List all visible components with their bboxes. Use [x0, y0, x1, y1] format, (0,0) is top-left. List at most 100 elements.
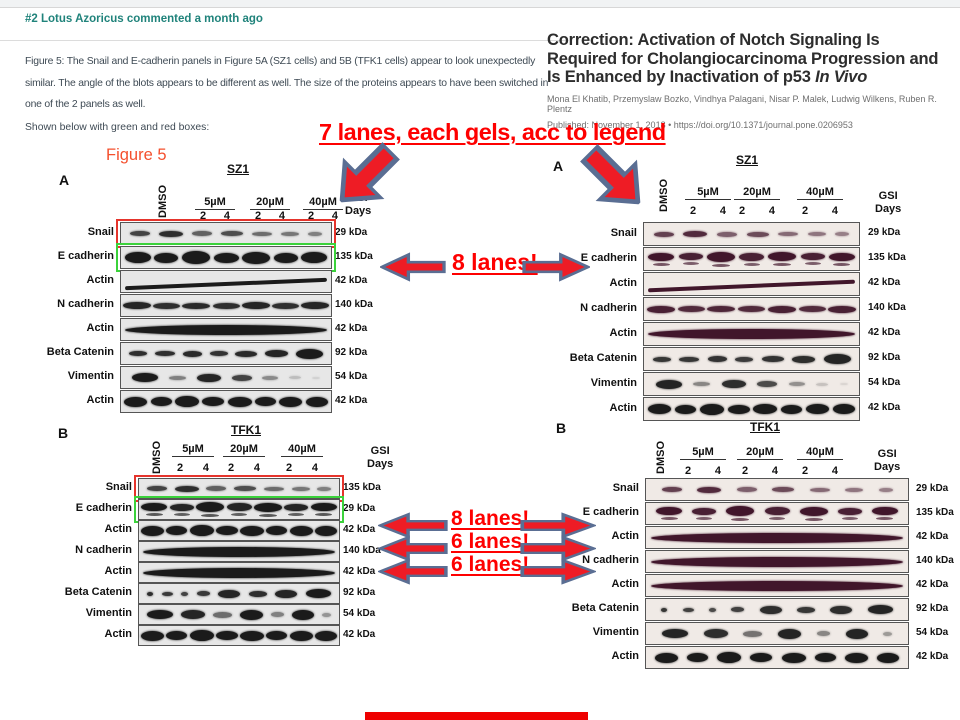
blot-lane: [273, 252, 298, 263]
protein-label: Snail: [610, 226, 637, 239]
doi-link[interactable]: https://doi.org/10.1371/journal.pone.020…: [673, 119, 853, 130]
protein-label: Actin: [609, 276, 638, 289]
blot-band: [646, 305, 675, 313]
blot-subband: [833, 262, 851, 266]
day-label: 4: [331, 210, 338, 222]
blot-lane: [706, 251, 735, 267]
blot-band: [679, 356, 699, 362]
blot-band: [231, 374, 252, 381]
blot-band: [284, 503, 309, 511]
blot-band: [731, 607, 745, 612]
blot-lane: [254, 397, 276, 406]
blot-lane: [778, 232, 799, 236]
blot-lane: [707, 356, 727, 362]
bullet-separator: •: [668, 119, 672, 130]
arrow-right-b3: [520, 558, 598, 585]
arrow-to-right-panel-a: [567, 131, 660, 224]
blot-lane: [213, 252, 239, 263]
blot-band: [289, 376, 302, 379]
blot-lane: [883, 631, 893, 636]
blot-band: [878, 487, 893, 492]
blot-lane: [242, 251, 271, 264]
cell-line-label: SZ1: [735, 153, 759, 167]
blot-lane: [757, 381, 777, 387]
blot-lane: [161, 591, 173, 596]
dose-label: 5µM: [680, 446, 726, 460]
blot-lane: [168, 375, 186, 380]
blot-lane: [767, 305, 796, 313]
day-label: 2: [802, 465, 809, 477]
blot-lane: [845, 628, 868, 639]
kda-label: 29 kDa: [335, 226, 368, 238]
blot-band: [648, 280, 855, 293]
blot-lane: [759, 605, 782, 614]
blot-lane: [192, 231, 212, 236]
blot-band: [273, 252, 298, 263]
kda-label: 42 kDa: [335, 274, 368, 286]
blot-band: [678, 253, 703, 260]
blot-band: [125, 277, 327, 291]
gsi-line: Days: [367, 458, 394, 470]
blot-lane: [661, 487, 682, 492]
blot-lane: [139, 546, 339, 557]
blot-lane: [679, 356, 699, 362]
arrow-right-b2: [520, 535, 598, 562]
protein-label: Vimentin: [85, 607, 132, 619]
day-label: 2: [286, 462, 293, 474]
day-label: 2: [690, 205, 697, 217]
blot-lane: [240, 609, 263, 620]
blot-band: [845, 628, 868, 639]
blot-lane: [823, 354, 851, 364]
day-label: 2: [255, 210, 262, 222]
protein-label: Actin: [104, 565, 133, 577]
comment-author-link[interactable]: Lotus Azoricus: [41, 13, 124, 25]
protein-label: Actin: [86, 274, 115, 286]
blot-lane: [215, 631, 238, 640]
arrow-right-8lanes: [522, 252, 592, 282]
blot-lane: [678, 253, 703, 265]
blot-band: [182, 350, 202, 357]
blot-lane: [202, 397, 225, 406]
blot-lane: [717, 652, 742, 663]
blot-band: [735, 356, 753, 362]
blot-band: [648, 252, 675, 261]
day-label: 4: [223, 210, 230, 222]
blot-band: [235, 350, 258, 357]
day-label: 2: [177, 462, 184, 474]
blot-lane: [677, 306, 705, 312]
blot-lane: [653, 231, 674, 237]
blot-lane: [837, 507, 862, 520]
blot-band: [823, 354, 851, 364]
blot-band: [687, 653, 709, 662]
blot-subband: [773, 263, 792, 266]
dose-label: 20µM: [734, 186, 780, 200]
blot-band: [648, 329, 855, 339]
blot-band: [241, 302, 270, 309]
blot-band: [816, 382, 828, 386]
blot-lane: [845, 487, 863, 492]
kda-label: 92 kDa: [343, 586, 376, 598]
blot-lane: [646, 580, 908, 591]
gsi-line: Days: [875, 203, 902, 215]
cell-line-label: TFK1: [750, 420, 780, 434]
paper-published-line: Published: November 1, 2018 • https://do…: [547, 120, 951, 130]
blot-band: [292, 609, 314, 620]
blot-lane: [301, 252, 328, 263]
blot-lane: [746, 231, 769, 237]
blot-lane: [830, 605, 853, 614]
day-label: 4: [714, 465, 721, 477]
day-label: 4: [202, 462, 209, 474]
blot-lane: [648, 252, 675, 266]
blot-lane: [799, 506, 828, 521]
blot-band: [168, 375, 186, 380]
blot-lane: [181, 610, 205, 619]
blot-band: [124, 252, 151, 263]
protein-label: Beta Catenin: [46, 346, 114, 358]
blot-band: [314, 525, 337, 536]
protein-label: Beta Catenin: [569, 351, 637, 364]
